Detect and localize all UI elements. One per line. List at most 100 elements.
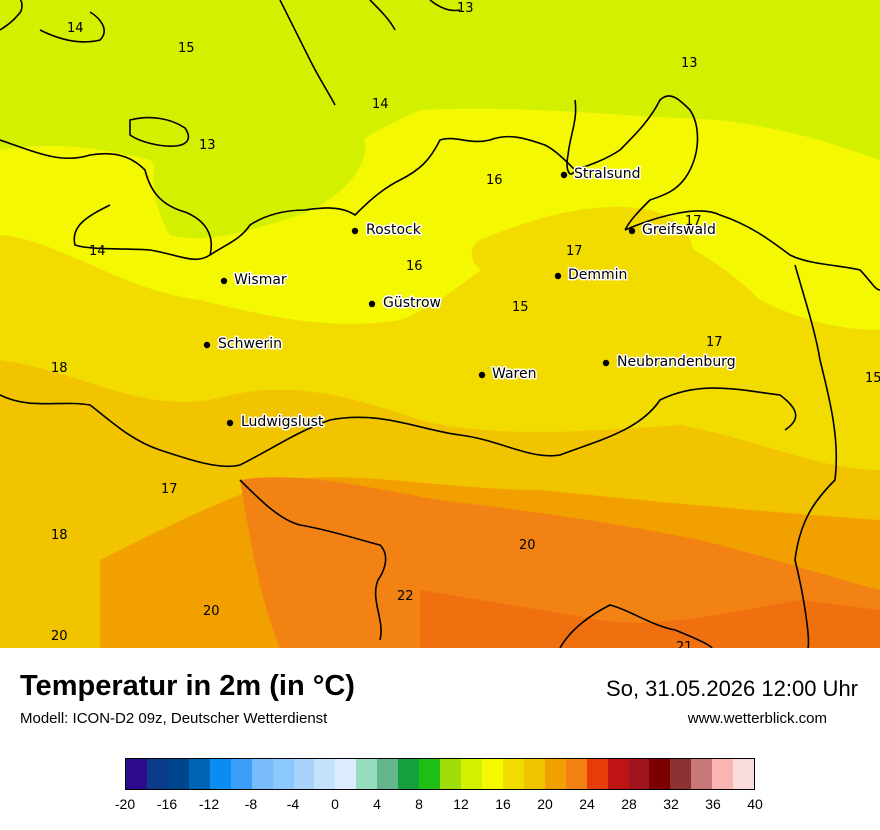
model-info: Modell: ICON-D2 09z, Deutscher Wetterdie… [20, 710, 328, 727]
color-swatch [209, 759, 231, 789]
city-neubrandenburg[interactable]: Neubrandenburg [602, 353, 737, 372]
svg-text:Stralsund: Stralsund [574, 166, 641, 182]
color-swatch [565, 759, 587, 789]
temperature-map[interactable]: Stralsund Rostock Greifswald Wismar Demm… [0, 0, 880, 655]
temp-label: 17 [566, 244, 583, 259]
temp-label: 16 [406, 259, 423, 274]
field-16-east [471, 206, 694, 286]
scale-tick-label: 4 [373, 796, 381, 812]
color-swatch [628, 759, 650, 789]
scale-tick-label: -16 [156, 796, 178, 812]
temp-label: 14 [67, 21, 84, 36]
color-swatch [733, 759, 755, 789]
temp-label: 17 [161, 482, 178, 497]
svg-text:Ludwigslust: Ludwigslust [241, 414, 324, 430]
scale-tick-label: 16 [495, 796, 511, 812]
color-swatch [356, 759, 378, 789]
temp-label: 13 [457, 1, 474, 16]
city-wismar[interactable]: Wismar [220, 271, 288, 290]
scale-tick-label: 40 [747, 796, 763, 812]
forecast-datetime: So, 31.05.2026 12:00 Uhr [606, 676, 858, 701]
color-swatch [691, 759, 713, 789]
temp-label: 18 [51, 528, 68, 543]
temp-label: 20 [519, 538, 536, 553]
temp-label: 20 [203, 604, 220, 619]
scale-tick-label: 20 [537, 796, 553, 812]
color-swatch [523, 759, 545, 789]
svg-text:Güstrow: Güstrow [383, 295, 441, 311]
temp-label: 17 [685, 214, 702, 229]
field-23 [420, 590, 880, 648]
map-title: Temperatur in 2m (in °C) [20, 670, 355, 702]
color-swatch [649, 759, 671, 789]
color-swatch [419, 759, 441, 789]
scale-tick-label: -20 [114, 796, 136, 812]
city-guestrow[interactable]: Güstrow [368, 294, 442, 313]
field-22 [240, 477, 880, 648]
temp-label: 15 [512, 300, 529, 315]
city-demmin[interactable]: Demmin [554, 266, 629, 285]
color-scale-bar [125, 758, 755, 790]
scale-tick-label: 12 [453, 796, 469, 812]
city-rostock[interactable]: Rostock [351, 221, 423, 240]
color-swatch [712, 759, 734, 789]
svg-text:Neubrandenburg: Neubrandenburg [617, 354, 736, 370]
svg-text:Schwerin: Schwerin [218, 336, 282, 352]
color-swatch [440, 759, 461, 789]
city-stralsund[interactable]: Stralsund [560, 165, 642, 184]
color-swatch [398, 759, 420, 789]
svg-text:Wismar: Wismar [234, 272, 287, 288]
color-scale-ticks: -20 -16 -12 -8 -4 0 4 8 12 16 20 24 28 32 36 40 [105, 796, 775, 816]
temp-label: 14 [372, 97, 389, 112]
coastline-borders [0, 0, 880, 649]
temp-label: 13 [681, 56, 698, 71]
temp-label: 21 [676, 640, 693, 648]
svg-text:Waren: Waren [492, 366, 536, 382]
color-swatch [502, 759, 524, 789]
color-swatch [377, 759, 399, 789]
temp-label: 15 [178, 41, 195, 56]
map-footer: Temperatur in 2m (in °C) Modell: ICON-D2… [0, 648, 880, 830]
temp-label: 13 [199, 138, 216, 153]
scale-tick-label: -4 [286, 796, 300, 812]
scale-tick-label: -12 [198, 796, 220, 812]
color-swatch [670, 759, 692, 789]
temp-label: 15 [865, 371, 880, 386]
city-waren[interactable]: Waren [478, 365, 538, 384]
color-swatch [230, 759, 252, 789]
temp-label: 16 [486, 173, 503, 188]
svg-text:Rostock: Rostock [366, 222, 422, 238]
map-canvas: Stralsund Rostock Greifswald Wismar Demm… [0, 0, 880, 655]
color-swatch [251, 759, 273, 789]
color-swatch [146, 759, 168, 789]
scale-tick-label: -8 [244, 796, 258, 812]
temperature-labels: 14 13 15 13 14 13 16 17 16 14 17 15 18 1… [51, 1, 880, 655]
temp-label: 18 [51, 361, 68, 376]
temp-label: 22 [397, 589, 414, 604]
color-swatch [607, 759, 629, 789]
color-swatch [293, 759, 315, 789]
color-swatch [188, 759, 210, 789]
scale-tick-label: 8 [415, 796, 423, 812]
city-greifswald[interactable]: Greifswald [628, 221, 717, 240]
temp-label: 17 [706, 335, 723, 350]
temp-label: 14 [89, 244, 106, 259]
color-swatch [544, 759, 566, 789]
city-schwerin[interactable]: Schwerin [203, 335, 284, 354]
field-13-west [153, 130, 366, 239]
scale-tick-label: 0 [331, 796, 339, 812]
scale-tick-label: 32 [663, 796, 679, 812]
scale-tick-label: 36 [705, 796, 721, 812]
scale-tick-label: 28 [621, 796, 637, 812]
svg-text:Greifswald: Greifswald [642, 222, 716, 238]
temp-label: 20 [51, 629, 68, 644]
color-swatch [461, 759, 482, 789]
scale-tick-label: 24 [579, 796, 595, 812]
svg-text:Demmin: Demmin [568, 267, 627, 283]
color-swatch [335, 759, 357, 789]
city-ludwigslust[interactable]: Ludwigslust [226, 413, 325, 432]
color-swatch [167, 759, 189, 789]
website-link[interactable]: www.wetterblick.com [687, 710, 827, 727]
color-swatch [586, 759, 608, 789]
color-swatch [481, 759, 503, 789]
